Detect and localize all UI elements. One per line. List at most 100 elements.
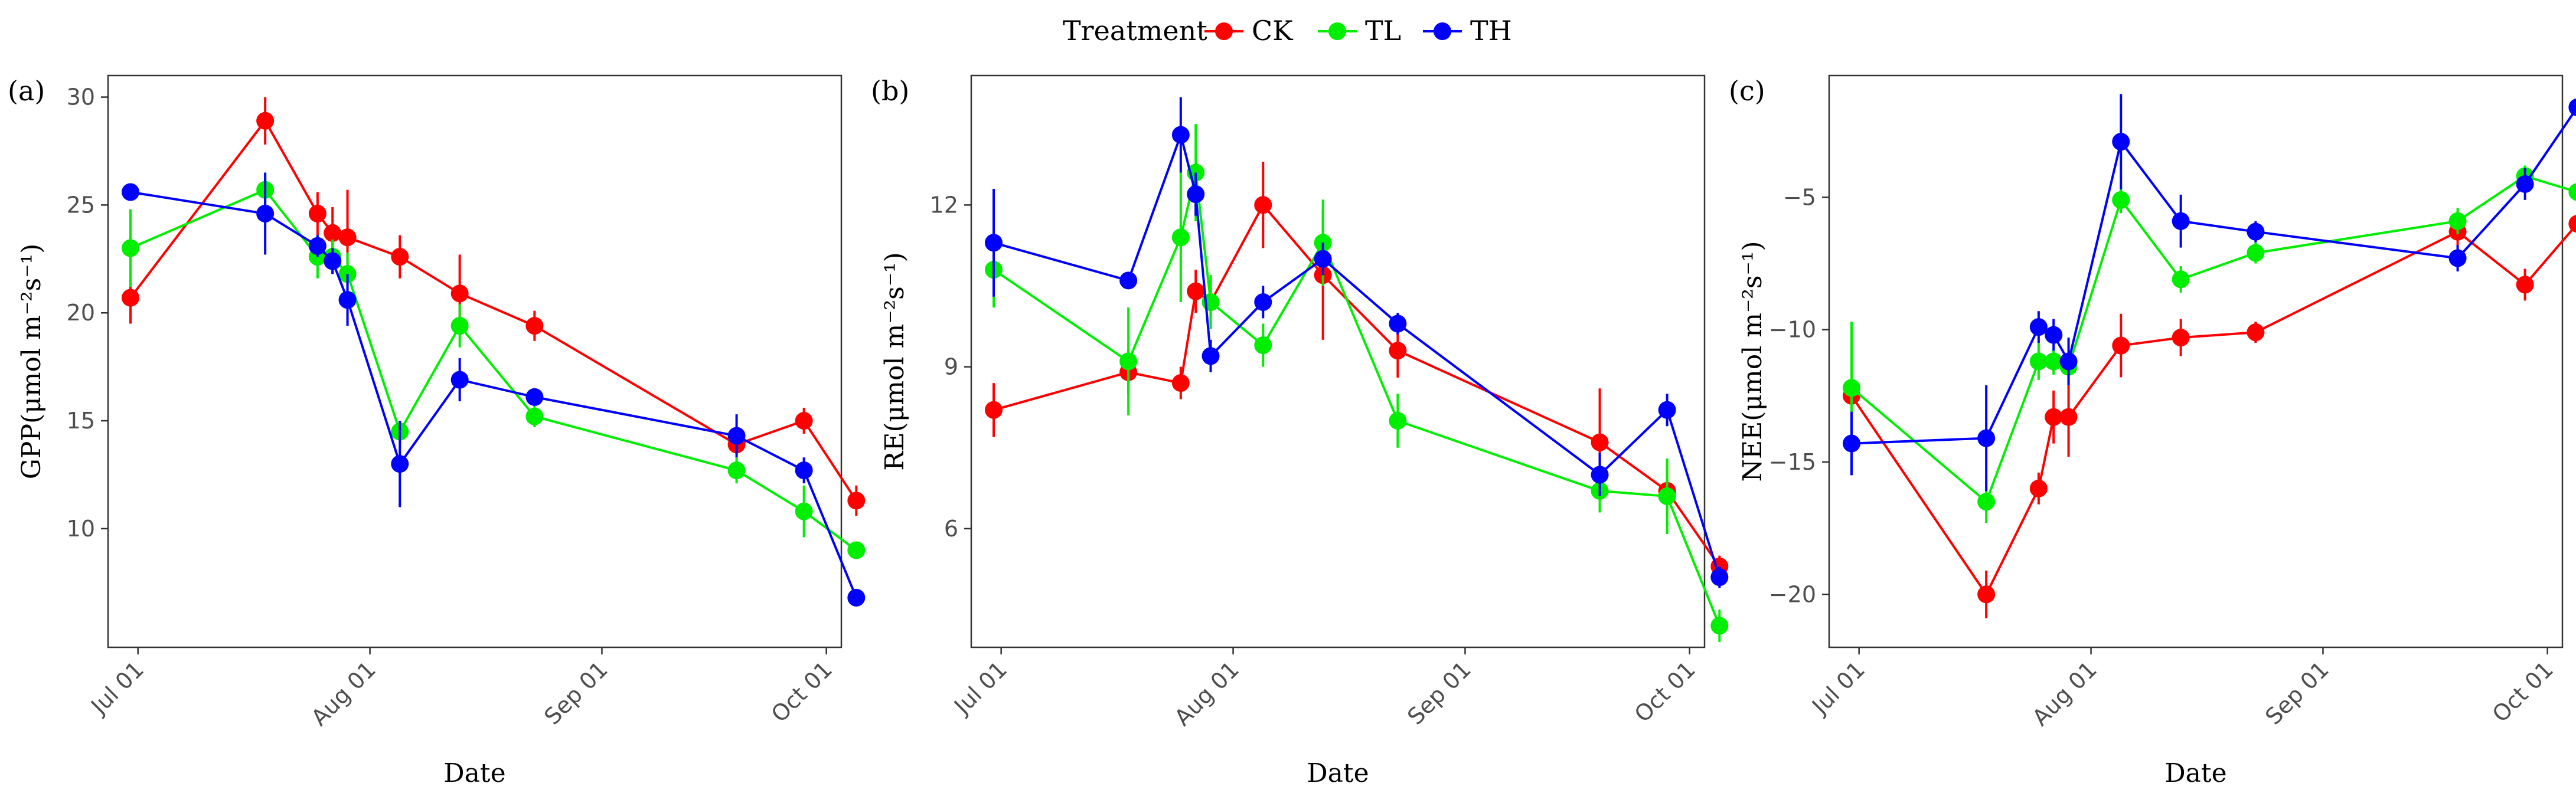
data-point-th	[2172, 212, 2190, 230]
data-point-th	[338, 291, 357, 309]
y-axis-title-c: NEE(μmol m⁻²s⁻¹)	[1738, 241, 1768, 482]
x-tick-label-a: Oct 01	[766, 656, 837, 727]
y-tick-label-a: 30	[67, 84, 95, 110]
legend-label-ck: CK	[1252, 15, 1294, 47]
legend-item-ck: CK	[1204, 15, 1294, 47]
data-point-ck	[1389, 342, 1407, 360]
series-tl-c	[1843, 165, 2576, 523]
series-line-th	[993, 130, 1721, 578]
data-point-th	[391, 455, 409, 473]
data-point-th	[847, 588, 866, 607]
data-point-th	[1171, 126, 1190, 144]
y-tick-label-c: −20	[1769, 581, 1816, 607]
y-axis-title-b: RE(μmol m⁻²s⁻¹)	[880, 252, 910, 470]
data-point-th	[727, 427, 746, 445]
data-point-tl	[2172, 270, 2190, 289]
series-line-ck	[993, 202, 1720, 568]
data-point-tl	[1254, 336, 1272, 355]
data-point-ck	[338, 228, 357, 247]
data-point-tl	[1843, 379, 1861, 397]
y-tick-label-c: −15	[1769, 449, 1816, 475]
series-ck-c	[1843, 210, 2576, 618]
data-point-tl	[2029, 352, 2048, 371]
panel-a-gpp: (a) 10 15 20 25 30 Jul 01 Aug 01 Sep 01 Oct 01 Dat…	[8, 74, 866, 788]
data-point-th	[985, 234, 1003, 252]
data-point-tl	[1658, 487, 1676, 506]
data-point-th	[1202, 347, 1220, 365]
data-point-th	[1591, 466, 1609, 484]
legend-marker-th	[1434, 22, 1451, 40]
data-point-ck	[525, 317, 544, 335]
data-point-tl	[1389, 412, 1407, 430]
data-point-ck	[847, 492, 866, 510]
legend-marker-tl	[1328, 22, 1346, 40]
series-line-ck	[129, 119, 857, 502]
x-tick-label-a: Sep 01	[539, 656, 612, 729]
data-point-ck	[1187, 282, 1205, 300]
data-point-th	[1977, 429, 1996, 447]
data-point-th	[2568, 99, 2576, 116]
data-point-th	[1314, 250, 1332, 268]
data-point-ck	[1591, 433, 1609, 451]
data-point-tl	[2045, 352, 2063, 371]
series-line-th	[130, 191, 858, 598]
data-point-th	[324, 252, 342, 270]
panel-label-a: (a)	[8, 75, 45, 107]
panel-c-nee: (c) −20 −15 −10 −5 Jul 01 Aug 01 Sep 01 Oct 01 Da…	[1729, 74, 2576, 788]
data-point-ck	[985, 401, 1003, 419]
x-axis-title-b: Date	[1307, 758, 1369, 788]
x-tick-label-b: Oct 01	[1630, 656, 1700, 727]
y-tick-label-a: 15	[67, 408, 95, 434]
data-point-tl	[795, 502, 813, 520]
data-point-th	[1187, 185, 1205, 204]
data-point-ck	[324, 224, 342, 242]
x-tick-label-a: Aug 01	[306, 656, 381, 731]
data-point-th	[2247, 222, 2265, 241]
x-axis-title-c: Date	[2164, 758, 2226, 788]
x-tick-label-c: Aug 01	[2028, 656, 2102, 731]
legend: Treatment CK TL TH	[1063, 15, 1512, 47]
x-tick-label-b: Sep 01	[1402, 656, 1475, 729]
series-line-tl	[992, 172, 1721, 627]
data-point-th	[525, 388, 544, 406]
panel-label-c: (c)	[1729, 75, 1765, 107]
data-point-ck	[2568, 215, 2576, 233]
data-point-ck	[2247, 323, 2265, 342]
x-tick-label-c: Jul 01	[1806, 656, 1870, 720]
data-point-ck	[391, 248, 409, 266]
data-point-tl	[122, 239, 140, 257]
x-tick-label-c: Sep 01	[2260, 656, 2333, 729]
series-ck-b	[985, 162, 1729, 578]
legend-item-tl: TL	[1318, 15, 1401, 47]
data-point-tl	[2568, 183, 2576, 201]
data-point-th	[122, 183, 140, 201]
data-point-th	[2516, 175, 2534, 193]
data-point-th	[1658, 401, 1676, 419]
y-axis-title-a: GPP(μmol m⁻²s⁻¹)	[17, 244, 47, 480]
series-tl-b	[985, 124, 1729, 642]
series-ck-a	[122, 97, 866, 516]
data-point-th	[308, 237, 327, 255]
data-point-tl	[2448, 212, 2467, 230]
x-tick-label-a: Jul 01	[85, 656, 149, 720]
data-point-th	[2045, 326, 2063, 344]
series-line-th	[1851, 107, 2576, 445]
data-point-th	[2112, 133, 2130, 151]
legend-title: Treatment	[1063, 15, 1207, 47]
data-point-tl	[1119, 352, 1138, 371]
data-point-tl	[847, 541, 866, 559]
panel-label-b: (b)	[871, 75, 909, 107]
data-point-th	[1710, 568, 1729, 587]
data-point-tl	[727, 461, 746, 480]
series-th-b	[985, 97, 1729, 588]
data-point-tl	[2112, 191, 2130, 209]
data-point-th	[256, 205, 275, 223]
data-point-ck	[1977, 585, 1996, 604]
data-point-th	[2059, 352, 2078, 371]
x-tick-label-c: Oct 01	[2487, 656, 2558, 727]
y-tick-label-a: 10	[67, 516, 95, 542]
legend-label-tl: TL	[1365, 15, 1401, 47]
data-point-tl	[1710, 617, 1729, 635]
legend-label-th: TH	[1470, 15, 1512, 47]
